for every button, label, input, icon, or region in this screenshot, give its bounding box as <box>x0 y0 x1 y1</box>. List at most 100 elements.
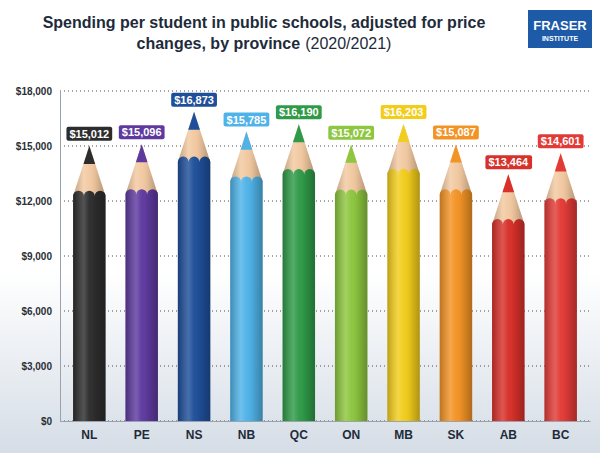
x-tick: NS <box>186 428 203 442</box>
logo: FRASERINSTITUTE <box>528 10 592 48</box>
pencil-wood-shade <box>492 174 524 224</box>
pencil <box>230 132 262 421</box>
y-tick: $18,000 <box>16 86 53 97</box>
pencil-body <box>283 169 315 421</box>
x-tick: BC <box>552 428 570 442</box>
pencil <box>440 144 472 421</box>
data-label-box <box>276 105 322 119</box>
x-tick: NL <box>81 428 97 442</box>
x-axis: NL PE NS NB QC ON MB SK AB BC <box>61 422 591 442</box>
pencil-wood <box>73 146 105 196</box>
pencil-body <box>492 219 524 421</box>
data-label: $16,873 <box>171 93 217 107</box>
title-line: changes, by province <box>137 35 301 52</box>
chart-svg: FRASERINSTITUTE Spending per student in p… <box>0 0 600 453</box>
x-tick-label: SK <box>448 428 465 442</box>
y-tick: $3,000 <box>21 361 52 372</box>
x-tick: QC <box>290 428 308 442</box>
pencil-wood-shade <box>440 144 472 194</box>
data-label-text: $15,087 <box>436 126 476 138</box>
pencil-tip <box>136 144 148 162</box>
x-tick-label: AB <box>500 428 518 442</box>
pencil-body-shade <box>283 169 315 421</box>
data-label: $14,601 <box>538 134 584 148</box>
data-label: $15,072 <box>328 126 374 140</box>
x-tick: PE <box>134 428 150 442</box>
pencil-wood-shade <box>335 145 367 195</box>
pencil-tip <box>241 132 253 150</box>
data-label: $15,012 <box>66 127 112 141</box>
pencil-wood-shade <box>73 146 105 196</box>
x-tick: NB <box>238 428 256 442</box>
x-tick: ON <box>342 428 360 442</box>
pencil-body <box>544 198 576 421</box>
pencil-tip <box>450 144 462 162</box>
pencil-body <box>335 190 367 421</box>
x-tick: SK <box>448 428 465 442</box>
pencil-tip <box>398 124 410 142</box>
x-tick-label: MB <box>394 428 413 442</box>
y-tick: $0 <box>41 416 53 427</box>
pencil <box>544 153 576 421</box>
pencil-wood <box>335 145 367 195</box>
x-tick: MB <box>394 428 413 442</box>
data-labels: $15,012 $15,096 $16,873 $15,785 $16,190 $15,0… <box>66 93 583 169</box>
pencil-body-shade <box>544 198 576 421</box>
pencil-body-shade <box>125 189 157 421</box>
axis-line <box>61 421 591 422</box>
data-label-text: $16,190 <box>279 106 319 118</box>
pencil <box>73 146 105 421</box>
plot: $0 $3,000 $6,000 $9,000 $12,000 $15,000 $18,00… <box>16 86 591 442</box>
data-label-text: $15,072 <box>331 127 371 139</box>
pencil-wood <box>230 132 262 182</box>
pencil-body <box>178 157 210 421</box>
data-label-box <box>171 93 217 107</box>
pencil-wood <box>544 153 576 203</box>
pencil-wood-shade <box>544 153 576 203</box>
x-tick-label: PE <box>134 428 150 442</box>
pencil-body-shade <box>387 169 419 421</box>
y-tick-label: $12,000 <box>16 196 53 207</box>
pencil-body <box>73 191 105 421</box>
pencil <box>387 124 419 421</box>
pencil-wood <box>440 144 472 194</box>
data-label: $15,096 <box>119 125 165 139</box>
chart-container: FRASERINSTITUTE Spending per student in p… <box>0 0 600 453</box>
pencil <box>283 124 315 421</box>
pencil-body-shade <box>178 157 210 421</box>
logo-box <box>528 10 592 48</box>
pencil-body <box>230 177 262 421</box>
pencil-body-shade <box>492 219 524 421</box>
x-tick: AB <box>500 428 518 442</box>
pencil-tip <box>188 112 200 130</box>
pencil-body <box>440 189 472 421</box>
grid <box>60 91 590 421</box>
data-label-box <box>381 105 427 119</box>
y-tick-label: $18,000 <box>16 86 53 97</box>
data-label-text: $15,785 <box>227 114 267 126</box>
y-tick-label: $6,000 <box>21 306 52 317</box>
x-tick-label: QC <box>290 428 308 442</box>
y-tick: $9,000 <box>21 251 52 262</box>
pencil-tip <box>555 153 567 171</box>
pencil-wood <box>387 124 419 174</box>
data-label-box <box>66 127 112 141</box>
pencil <box>125 144 157 421</box>
y-tick-label: $15,000 <box>16 141 53 152</box>
y-tick-label: $9,000 <box>21 251 52 262</box>
y-tick: $12,000 <box>16 196 53 207</box>
y-tick-label: $3,000 <box>21 361 52 372</box>
data-label-box <box>433 125 479 139</box>
title: Spending per student in public schools, … <box>43 14 486 52</box>
pencil-wood-shade <box>125 144 157 194</box>
data-label: $13,464 <box>485 155 532 169</box>
background <box>0 0 600 453</box>
data-label: $15,087 <box>433 125 479 139</box>
pencil-wood <box>492 174 524 224</box>
data-label: $16,190 <box>276 105 322 119</box>
pencil-body <box>125 189 157 421</box>
logo-subtext: INSTITUTE <box>542 35 578 42</box>
data-label-box <box>119 125 165 139</box>
axis-line <box>60 92 61 422</box>
x-tick-label: NL <box>81 428 97 442</box>
